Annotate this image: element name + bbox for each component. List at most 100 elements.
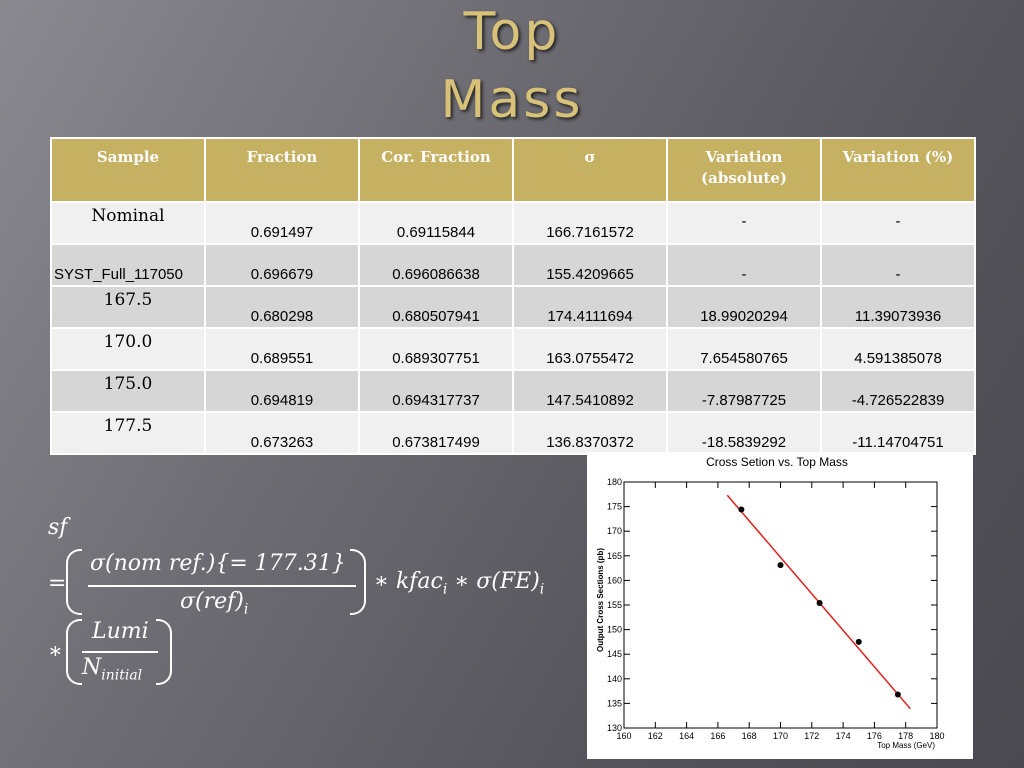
y-tick-label: 160 [607, 575, 622, 585]
cor-fraction-value: 0.696086638 [392, 266, 480, 283]
y-tick-label: 180 [607, 477, 622, 487]
var-pct-value: -11.14704751 [852, 434, 944, 451]
cell-var-abs: 7.654580765 [666, 327, 822, 371]
table-row: Nominal 0.691497 0.69115844 166.7161572 … [50, 201, 976, 245]
cell-sigma: 174.4111694 [512, 285, 668, 329]
fraction-value: 0.694819 [250, 392, 314, 409]
cell-sample: Nominal [50, 201, 206, 245]
var-abs-value: - [741, 213, 747, 230]
var-abs-value: -18.5839292 [701, 434, 787, 451]
left-paren-1 [66, 549, 82, 615]
var-pct-value: 4.591385078 [854, 350, 942, 367]
fraction-bar-2 [82, 651, 158, 653]
cell-cor-fraction: 0.694317737 [358, 369, 514, 413]
fraction-bar-1 [88, 585, 356, 587]
cell-var-abs: -7.87987725 [666, 369, 822, 413]
sigma-value: 155.4209665 [546, 266, 634, 283]
y-tick-label: 175 [607, 502, 622, 512]
cor-fraction-value: 0.673817499 [392, 434, 480, 451]
var-pct-value: - [895, 266, 901, 283]
header-fraction: Fraction [204, 137, 360, 203]
y-tick-label: 170 [607, 526, 622, 536]
var-abs-value: -7.87987725 [701, 392, 787, 409]
data-points-group [738, 506, 901, 698]
cell-var-pct: -11.14704751 [820, 411, 976, 455]
cell-var-pct: 4.591385078 [820, 327, 976, 371]
denominator-text: σ(ref) [180, 589, 244, 614]
scale-factor-formula: sf = σ(nom ref.){= 177.31} σ(ref)i ∗ kfa… [48, 515, 568, 695]
data-point [816, 600, 823, 607]
var-abs-value: - [741, 266, 747, 283]
plot-svg: Cross Setion vs. Top Mass 160 162 164 166 16… [596, 455, 945, 750]
cell-fraction: 0.680298 [204, 285, 360, 329]
sigma-value: 166.7161572 [546, 224, 634, 241]
cell-sigma: 136.8370372 [512, 411, 668, 455]
cell-var-abs: -18.5839292 [666, 411, 822, 455]
y-tick-label: 155 [607, 600, 622, 610]
var-pct-value: - [895, 213, 901, 230]
cor-fraction-value: 0.69115844 [396, 224, 476, 241]
plot-frame [623, 481, 938, 729]
cell-cor-fraction: 0.696086638 [358, 243, 514, 287]
cell-fraction: 0.694819 [204, 369, 360, 413]
table-row: 177.5 0.673263 0.673817499 136.8370372 -… [50, 411, 976, 455]
cor-fraction-value: 0.689307751 [392, 350, 480, 367]
sample-label: 170.0 [103, 332, 153, 352]
cell-fraction: 0.689551 [204, 327, 360, 371]
chart-title: Cross Setion vs. Top Mass [706, 455, 848, 469]
header-variation-absolute: Variation (absolute) [666, 137, 822, 203]
cell-var-pct: - [820, 201, 976, 245]
cell-sample: 175.0 [50, 369, 206, 413]
x-tick-label: 174 [836, 731, 851, 741]
n-text: N [82, 655, 102, 680]
cell-fraction: 0.696679 [204, 243, 360, 287]
sigma-value: 136.8370372 [546, 434, 634, 451]
y-tick-label: 150 [607, 625, 622, 635]
x-tick-label: 168 [742, 731, 757, 741]
cell-sigma: 166.7161572 [512, 201, 668, 245]
y-tick-label: 130 [607, 723, 622, 733]
cell-sigma: 163.0755472 [512, 327, 668, 371]
x-tick-label: 162 [648, 731, 663, 741]
var-abs-value: 18.99020294 [700, 308, 788, 325]
cell-cor-fraction: 0.673817499 [358, 411, 514, 455]
fe-subscript: i [539, 581, 545, 598]
fe-text: ∗ σ(FE) [447, 569, 540, 594]
x-tick-label: 176 [867, 731, 882, 741]
data-point [855, 638, 862, 645]
right-paren-1 [350, 549, 366, 615]
x-tick-label: 172 [804, 731, 819, 741]
cell-cor-fraction: 0.689307751 [358, 327, 514, 371]
fraction-value: 0.689551 [250, 350, 314, 367]
x-tick-label: 170 [773, 731, 788, 741]
denominator-subscript: i [243, 601, 249, 618]
cor-fraction-value: 0.694317737 [392, 392, 480, 409]
x-tick-label: 164 [679, 731, 694, 741]
formula-equals: = [48, 571, 67, 596]
cell-sample: 170.0 [50, 327, 206, 371]
sample-label: 167.5 [103, 290, 153, 310]
sigma-value: 147.5410892 [546, 392, 634, 409]
y-tick-label: 145 [607, 649, 622, 659]
x-axis-label: Top Mass (GeV) [877, 741, 935, 750]
var-pct-value: -4.726522839 [851, 392, 945, 409]
y-axis-label: Output Cross Sections (pb) [596, 548, 605, 652]
data-point [738, 506, 745, 513]
kfac-subscript: i [442, 581, 448, 598]
header-sample: Sample [50, 137, 206, 203]
y-tick-label: 165 [607, 551, 622, 561]
cell-sigma: 147.5410892 [512, 369, 668, 413]
y-axis-ticks: 130 135 140 145 150 155 160 165 170 175 180 [607, 477, 937, 733]
formula-lhs: sf [48, 515, 68, 540]
right-paren-2 [156, 619, 172, 685]
table-row: 170.0 0.689551 0.689307751 163.0755472 7… [50, 327, 976, 371]
fraction-value: 0.680298 [250, 308, 314, 325]
data-point [777, 562, 784, 569]
var-abs-value: 7.654580765 [700, 350, 788, 367]
cell-cor-fraction: 0.680507941 [358, 285, 514, 329]
header-sigma: σ [512, 137, 668, 203]
cross-section-plot: Cross Setion vs. Top Mass 160 162 164 166 16… [587, 452, 973, 759]
cell-sample: 177.5 [50, 411, 206, 455]
kfac-text: ∗ kfac [374, 569, 443, 594]
cor-fraction-value: 0.680507941 [392, 308, 480, 325]
